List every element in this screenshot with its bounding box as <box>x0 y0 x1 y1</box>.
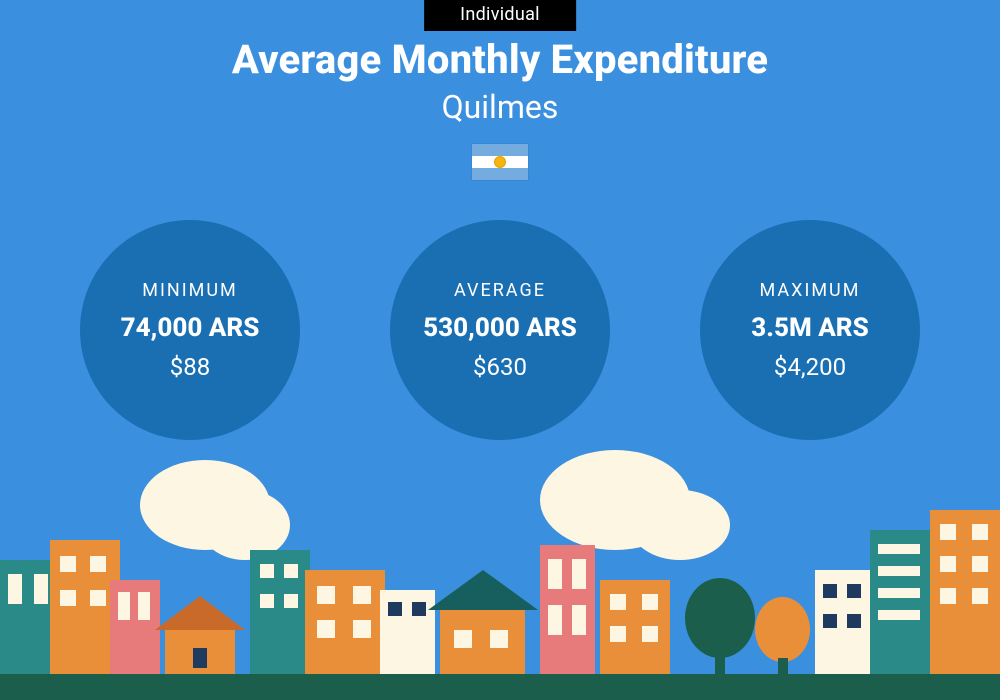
stat-value-local: 74,000 ARS <box>121 313 260 343</box>
roof-icon <box>155 596 245 630</box>
stat-label: MAXIMUM <box>760 280 861 301</box>
ground <box>0 674 1000 700</box>
stat-label: MINIMUM <box>142 280 237 301</box>
infographic-canvas: Individual Average Monthly Expenditure Q… <box>0 0 1000 700</box>
building-icon <box>110 580 160 680</box>
flag-icon <box>472 144 528 180</box>
flag-band-mid <box>472 156 528 168</box>
flag-band-top <box>472 144 528 156</box>
category-tab: Individual <box>424 0 576 31</box>
tree-icon <box>685 578 755 680</box>
flag-band-bottom <box>472 168 528 180</box>
cloud-icon <box>630 490 730 560</box>
stat-value-local: 3.5M ARS <box>751 313 868 343</box>
stat-circle-maximum: MAXIMUM 3.5M ARS $4,200 <box>700 220 920 440</box>
building-icon <box>305 570 385 680</box>
house-icon <box>165 630 235 680</box>
building-icon <box>380 590 435 680</box>
stat-circle-average: AVERAGE 530,000 ARS $630 <box>390 220 610 440</box>
building-icon <box>930 510 1000 680</box>
building-icon <box>870 530 930 680</box>
tree-icon <box>755 597 810 680</box>
building-icon <box>540 545 595 680</box>
roof-icon <box>428 570 538 610</box>
flag-sun-icon <box>495 157 505 167</box>
page-title: Average Monthly Expenditure <box>0 36 1000 83</box>
stat-value-usd: $4,200 <box>774 353 846 381</box>
cityscape-illustration <box>0 470 1000 700</box>
category-tab-label: Individual <box>460 4 540 25</box>
stat-circle-minimum: MINIMUM 74,000 ARS $88 <box>80 220 300 440</box>
page-subtitle: Quilmes <box>0 88 1000 126</box>
stat-label: AVERAGE <box>454 280 546 301</box>
building-icon <box>250 550 310 680</box>
building-icon <box>600 580 670 680</box>
stat-circles-row: MINIMUM 74,000 ARS $88 AVERAGE 530,000 A… <box>0 220 1000 440</box>
house-icon <box>440 610 525 680</box>
stat-value-usd: $88 <box>170 353 210 381</box>
stat-value-usd: $630 <box>473 353 527 381</box>
stat-value-local: 530,000 ARS <box>423 313 577 343</box>
building-icon <box>815 570 870 680</box>
